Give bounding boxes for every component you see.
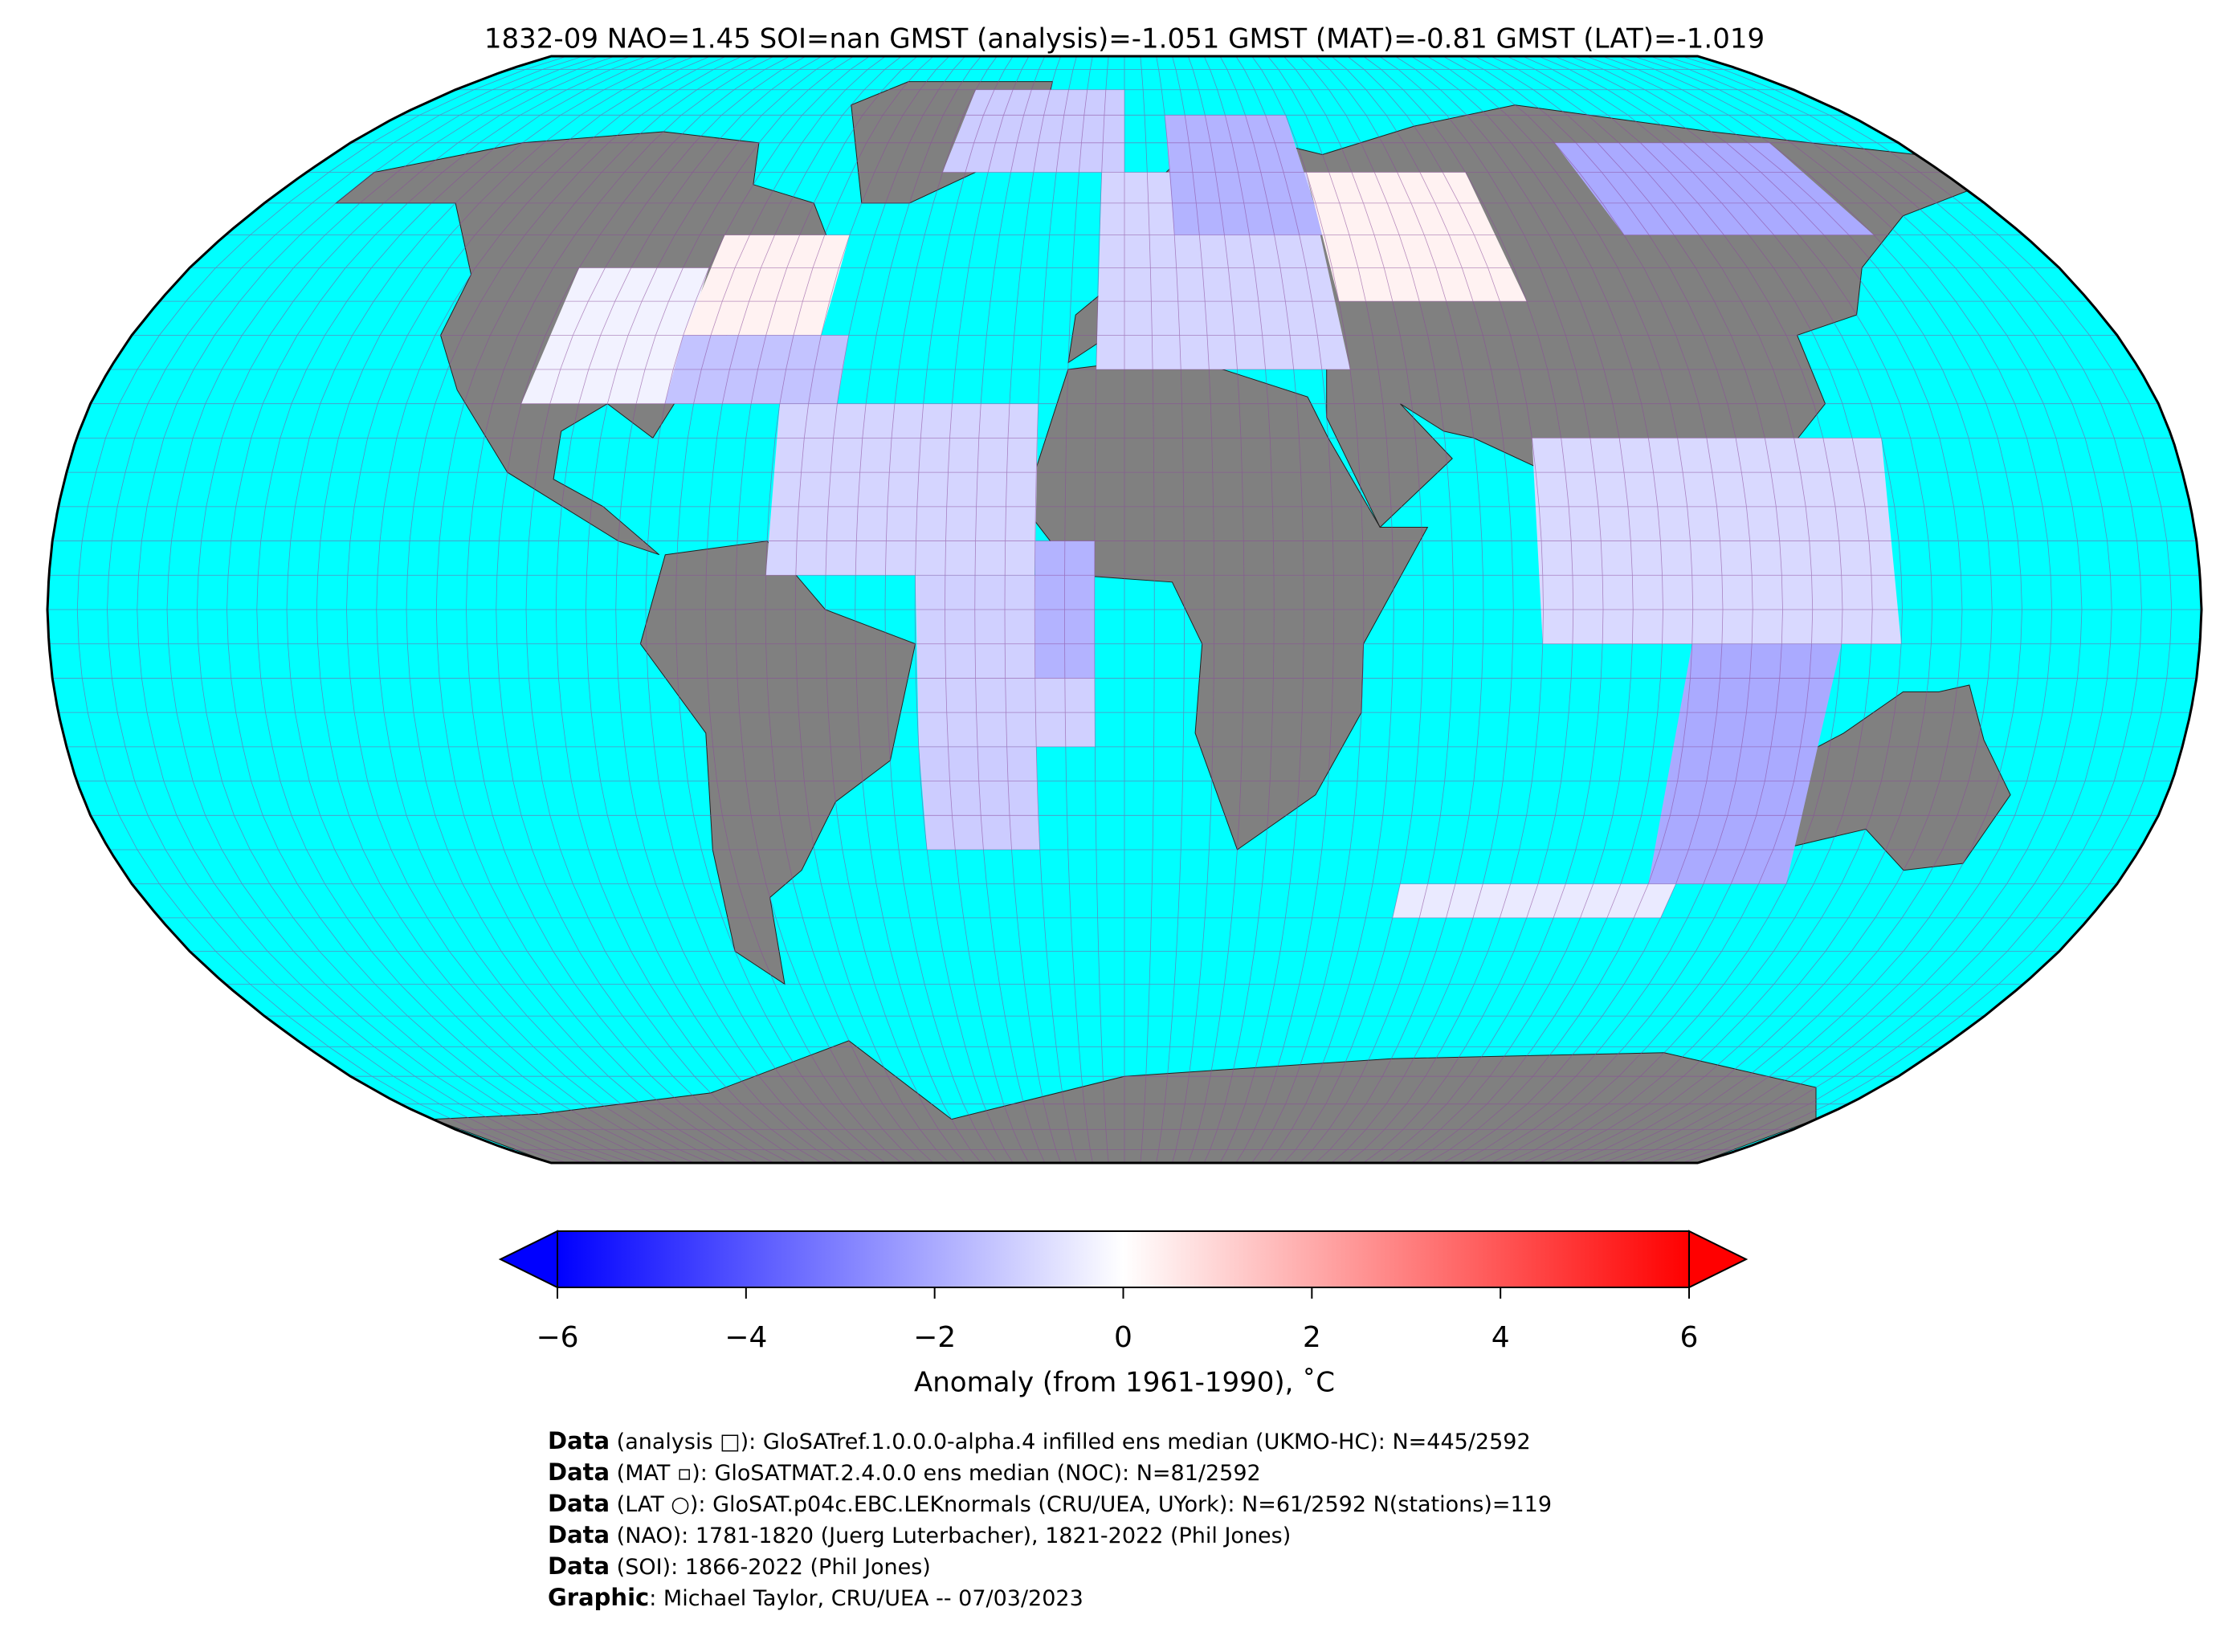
colorbar-tick-label: −2 <box>913 1321 956 1354</box>
footer-label: Data <box>548 1427 610 1454</box>
footer-text: (analysis □): GloSATref.1.0.0.0-alpha.4 … <box>610 1430 1531 1454</box>
footer-label: Data <box>548 1552 610 1580</box>
footer-line: Data (analysis □): GloSATref.1.0.0.0-alp… <box>548 1427 1531 1454</box>
anomaly-cell <box>1306 172 1527 302</box>
colorbar-label: Anomaly (from 1961-1990), ˚C <box>914 1367 1335 1399</box>
footer-label: Data <box>548 1490 610 1517</box>
colorbar-tick-label: 4 <box>1492 1321 1510 1354</box>
colorbar-tick-label: 2 <box>1303 1321 1321 1354</box>
footer-line: Data (SOI): 1866-2022 (Phil Jones) <box>548 1552 931 1580</box>
title: 1832-09 NAO=1.45 SOI=nan GMST (analysis)… <box>484 23 1765 55</box>
anomaly-cell <box>683 235 850 336</box>
footer-line: Data (MAT ▫): GloSATMAT.2.4.0.0 ens medi… <box>548 1458 1261 1486</box>
footer-text: : Michael Taylor, CRU/UEA -- 07/03/2023 <box>649 1586 1083 1611</box>
footer-label: Graphic <box>548 1584 649 1611</box>
map <box>46 55 2203 1165</box>
footer-line: Data (LAT ○): GloSAT.p04c.EBC.LEKnormals… <box>548 1490 1552 1517</box>
colorbar-tick-label: 6 <box>1680 1321 1699 1354</box>
colorbar-tick-label: 0 <box>1114 1321 1132 1354</box>
colorbar-body <box>557 1230 1690 1288</box>
anomaly-cell <box>521 267 709 404</box>
map-outline <box>46 55 2203 1165</box>
footer-text: (SOI): 1866-2022 (Phil Jones) <box>610 1555 931 1580</box>
anomaly-cell <box>1554 142 1875 235</box>
colorbar: −6 −4 −2 0 2 4 6 Anomaly (from 1961-1990), ˚C <box>498 1230 1749 1399</box>
footer-text: (LAT ○): GloSAT.p04c.EBC.LEKnormals (CRU… <box>610 1492 1552 1517</box>
footer-line: Graphic: Michael Taylor, CRU/UEA -- 07/0… <box>548 1584 1083 1611</box>
extend-high <box>1688 1230 1749 1289</box>
anomaly-cell <box>918 746 1040 850</box>
anomaly-cell <box>1165 115 1324 235</box>
anomaly-cell <box>1392 883 1676 918</box>
anomaly-cell <box>942 89 1124 173</box>
graticule <box>47 55 2202 1164</box>
extend-low <box>498 1230 558 1289</box>
colorbar-tick-label: −6 <box>536 1321 578 1354</box>
footer-line: Data (NAO): 1781-1820 (Juerg Luterbacher… <box>548 1521 1291 1548</box>
footer-text: (MAT ▫): GloSATMAT.2.4.0.0 ens median (N… <box>610 1461 1261 1486</box>
footer-text: (NAO): 1781-1820 (Juerg Luterbacher), 18… <box>610 1524 1291 1548</box>
anomaly-cell <box>765 403 1039 576</box>
footer-label: Data <box>548 1521 610 1548</box>
colorbar-tick-label: −4 <box>724 1321 767 1354</box>
footer: Data (analysis □): GloSATref.1.0.0.0-alp… <box>548 1427 1552 1611</box>
footer-label: Data <box>548 1458 610 1486</box>
